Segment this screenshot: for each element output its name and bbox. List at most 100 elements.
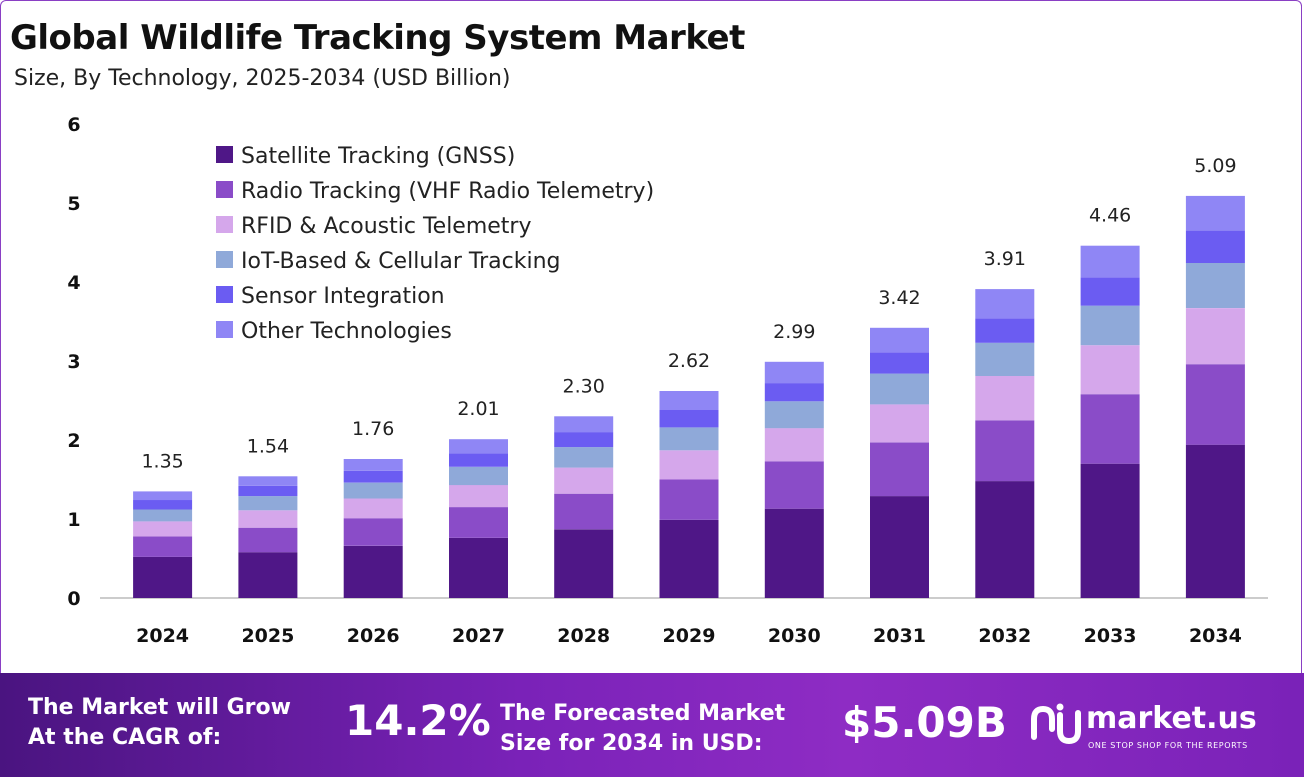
- data-label-2027: 2.01: [457, 398, 499, 420]
- bar-segment-2032-2: [975, 420, 1035, 482]
- brand-tagline: ONE STOP SHOP FOR THE REPORTS: [1088, 741, 1248, 750]
- bar-segment-2032-3: [975, 376, 1035, 421]
- legend-swatch-1: [216, 146, 233, 163]
- bar-segment-2030-5: [764, 383, 824, 402]
- forecast-label-line1: The Forecasted Market: [500, 701, 786, 726]
- bar-segment-2024-3: [133, 521, 193, 537]
- bar-groups: 1.35 1.54 1.76 2.01 2.30 2.62 2.99 3.42 3.91 4.46…: [133, 155, 1245, 598]
- bar-segment-2034-5: [1185, 230, 1245, 263]
- y-tick-label-1: 1: [67, 509, 80, 531]
- data-label-2029: 2.62: [668, 350, 710, 372]
- data-label-2033: 4.46: [1089, 205, 1131, 227]
- bar-segment-2027-5: [449, 453, 508, 467]
- bar-group-2031: 3.42: [870, 287, 929, 598]
- bar-segment-2028-3: [554, 467, 614, 494]
- bar-group-2030: 2.99: [764, 321, 824, 598]
- bar-segment-2032-6: [975, 289, 1035, 319]
- footer-banner: The Market will Grow At the CAGR of: 14.…: [0, 673, 1304, 777]
- x-tick-label-2026: 2026: [347, 625, 400, 647]
- bar-segment-2025-5: [238, 485, 298, 497]
- market-us-logo-icon: [1031, 703, 1081, 745]
- bar-segment-2024-5: [133, 500, 193, 510]
- bar-segment-2034-3: [1185, 308, 1245, 365]
- data-label-2031: 3.42: [878, 287, 920, 309]
- legend-item-4: IoT-Based & Cellular Tracking: [216, 249, 560, 274]
- bar-segment-2028-5: [554, 432, 614, 448]
- legend-swatch-5: [216, 286, 233, 303]
- bar-group-2025: 1.54: [238, 435, 298, 598]
- bar-segment-2027-4: [449, 466, 508, 486]
- legend-item-2: Radio Tracking (VHF Radio Telemetry): [216, 179, 654, 204]
- bar-segment-2030-2: [764, 461, 824, 509]
- legend-swatch-2: [216, 181, 233, 198]
- legend-item-6: Other Technologies: [216, 319, 452, 344]
- bar-segment-2027-6: [449, 439, 508, 454]
- legend-label-2: Radio Tracking (VHF Radio Telemetry): [241, 179, 654, 204]
- bar-segment-2030-1: [764, 508, 824, 598]
- bar-segment-2028-4: [554, 447, 614, 468]
- bar-segment-2026-6: [343, 459, 403, 471]
- x-tick-label-2030: 2030: [768, 625, 821, 647]
- bar-segment-2034-1: [1185, 444, 1245, 598]
- chart-subtitle: Size, By Technology, 2025-2034 (USD Bill…: [14, 66, 511, 91]
- bar-group-2024: 1.35: [133, 450, 193, 598]
- bar-segment-2026-3: [343, 498, 403, 519]
- bar-segment-2027-2: [449, 507, 508, 538]
- legend-item-1: Satellite Tracking (GNSS): [216, 144, 515, 169]
- x-tick-label-2033: 2033: [1084, 625, 1137, 647]
- chart-frame: [0, 0, 1302, 673]
- bar-segment-2033-5: [1080, 277, 1140, 306]
- bar-group-2029: 2.62: [659, 350, 719, 598]
- bar-segment-2024-6: [133, 491, 193, 501]
- bar-segment-2034-4: [1185, 263, 1245, 308]
- bar-segment-2026-5: [343, 470, 403, 483]
- legend-label-3: RFID & Acoustic Telemetry: [241, 214, 532, 239]
- bar-group-2033: 4.46: [1080, 205, 1140, 598]
- x-tick-label-2029: 2029: [663, 625, 716, 647]
- bar-segment-2029-4: [659, 427, 719, 451]
- bar-segment-2029-2: [659, 479, 719, 520]
- bar-segment-2033-2: [1080, 394, 1140, 464]
- x-tick-label-2028: 2028: [557, 625, 610, 647]
- data-label-2025: 1.54: [247, 435, 289, 457]
- bar-segment-2029-1: [659, 519, 719, 598]
- cagr-value: 14.2%: [345, 696, 491, 745]
- y-tick-label-6: 6: [67, 114, 80, 136]
- bar-group-2028: 2.30: [554, 375, 614, 598]
- brand-name: market.us: [1086, 701, 1257, 736]
- forecast-label: The Forecasted Market Size for 2034 in U…: [500, 699, 785, 759]
- x-tick-label-2027: 2027: [452, 625, 505, 647]
- bar-segment-2027-1: [449, 538, 508, 598]
- bar-group-2034: 5.09: [1185, 155, 1245, 598]
- legend-swatch-4: [216, 251, 233, 268]
- legend: Satellite Tracking (GNSS) Radio Tracking …: [216, 144, 654, 344]
- bar-segment-2024-1: [133, 556, 193, 598]
- y-tick-label-3: 3: [67, 351, 80, 373]
- y-tick-label-4: 4: [67, 272, 80, 294]
- bar-segment-2034-2: [1185, 364, 1245, 445]
- legend-label-1: Satellite Tracking (GNSS): [241, 144, 515, 169]
- bar-segment-2032-4: [975, 342, 1035, 376]
- bar-segment-2024-4: [133, 509, 193, 522]
- x-axis: 2024 2025 2026 2027 2028 2029 2030 2031 2032 2033…: [136, 625, 1242, 647]
- legend-swatch-6: [216, 321, 233, 338]
- bar-segment-2033-1: [1080, 463, 1140, 598]
- chart-title: Global Wildlife Tracking System Market: [10, 18, 745, 58]
- bar-segment-2026-4: [343, 482, 403, 499]
- bar-segment-2032-1: [975, 481, 1035, 598]
- bar-segment-2025-1: [238, 552, 298, 598]
- brand-logo[interactable]: market.us ONE STOP SHOP FOR THE REPORTS: [1030, 701, 1257, 751]
- y-axis: 0 1 2 3 4 5 6: [67, 114, 80, 610]
- bar-segment-2033-3: [1080, 345, 1140, 395]
- forecast-value: $5.09B: [842, 698, 1007, 747]
- bar-segment-2030-6: [764, 361, 824, 384]
- legend-item-3: RFID & Acoustic Telemetry: [216, 214, 532, 239]
- bar-segment-2028-1: [554, 529, 614, 598]
- x-tick-label-2025: 2025: [241, 625, 294, 647]
- bar-group-2032: 3.91: [975, 248, 1035, 598]
- bar-segment-2033-6: [1080, 245, 1140, 278]
- bar-group-2027: 2.01: [449, 398, 508, 598]
- bar-segment-2031-3: [870, 404, 929, 443]
- stacked-bar-chart: 0 1 2 3 4 5 6 1.35 1.54 1.76 2.01 2.30 2.62 2.99 3.42…: [67, 114, 1268, 647]
- data-label-2032: 3.91: [984, 248, 1026, 270]
